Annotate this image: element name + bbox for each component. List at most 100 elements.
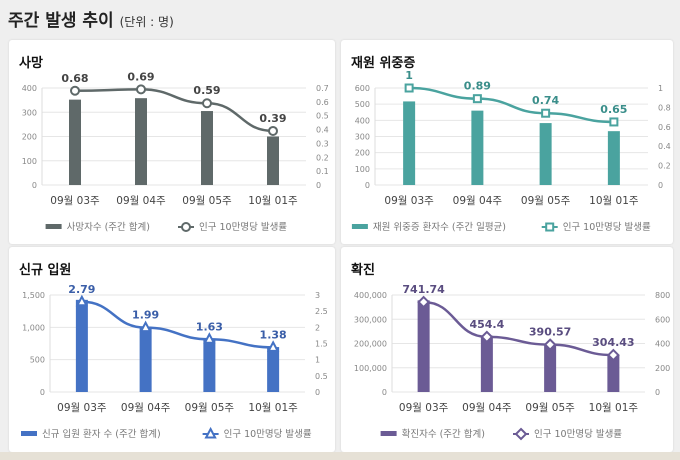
x-axis-tick-label: 10월 01주 [248, 195, 298, 207]
left-axis-tick-label: 400 [355, 116, 370, 125]
left-axis-tick-label: 300 [22, 108, 37, 117]
legend-bar-label: 재원 위중증 환자수 (주간 일평균) [373, 221, 506, 233]
square-marker-icon [541, 108, 551, 118]
left-axis-tick-label: 1,000 [22, 323, 45, 332]
triangle-marker-icon [75, 294, 89, 307]
left-axis-tick-label: 300 [355, 133, 370, 142]
x-axis-tick-label: 10월 01주 [589, 195, 639, 207]
right-axis-tick-label: 0.3 [316, 139, 329, 148]
card-title: 사망 [19, 56, 43, 71]
bar [135, 98, 147, 185]
legend-triangle-marker-icon [204, 426, 217, 439]
x-axis-tick-label: 09월 04주 [462, 402, 512, 414]
legend-diamond-marker-icon [514, 427, 528, 441]
x-axis-tick-label: 09월 04주 [116, 195, 166, 207]
chart-svg: 0 100 200 300 400 0 0.1 0.2 0.3 0.4 0.5 0.6 0.7 09월 0… [22, 70, 329, 233]
bar [69, 99, 81, 185]
diamond-marker-icon [606, 348, 620, 362]
page-title: 주간 발생 추이 (단위 : 명) [8, 6, 174, 31]
right-axis-tick-label: 1.5 [315, 340, 328, 349]
right-axis-tick-label: 0.5 [315, 372, 328, 381]
right-axis-tick-label: 0.5 [316, 112, 329, 121]
circle-marker-icon [70, 85, 80, 96]
data-label: 454.4 [469, 318, 504, 331]
diamond-marker-icon [417, 295, 431, 309]
card-title: 확진 [351, 263, 375, 278]
circle-marker-icon [136, 84, 146, 95]
data-label: 0.39 [259, 112, 286, 125]
legend-bar-label: 사망자수 (주간 합계) [67, 221, 150, 233]
x-axis-tick-label: 10월 01주 [248, 402, 298, 414]
x-axis-tick-label: 09월 03주 [57, 402, 107, 414]
right-axis-tick-label: 0 [315, 388, 320, 397]
right-axis-tick-label: 400 [655, 340, 670, 349]
chart-card-critical: 재원 위중증 0 100 200 300 400 500 600 0 0.2 0.4 0.6 0.8 1 0… [341, 40, 673, 244]
legend-line-label: 인구 10만명당 발생률 [199, 222, 287, 233]
left-axis-tick-label: 300,000 [354, 315, 387, 324]
x-axis-tick-label: 09월 04주 [121, 402, 171, 414]
legend-bar-swatch-icon [351, 224, 368, 229]
legend-bar-label: 확진자수 (주간 합계) [402, 428, 485, 440]
bar [403, 101, 416, 185]
legend-bar-swatch-icon [380, 431, 397, 436]
square-marker-icon [609, 117, 619, 127]
rate-line [81, 300, 274, 349]
rate-line [423, 300, 614, 357]
left-axis-tick-label: 600 [355, 84, 370, 93]
chart-svg: 0 100,000 200,000 300,000 400,000 0 200 400 600 8… [354, 283, 670, 441]
left-axis-tick-label: 500 [30, 356, 45, 365]
bar [607, 131, 620, 185]
triangle-marker-icon [266, 340, 280, 352]
right-axis-tick-label: 0.6 [658, 123, 671, 132]
left-axis-tick-label: 500 [355, 100, 370, 109]
right-axis-tick-label: 0 [655, 388, 660, 397]
right-axis-tick-label: 0.6 [316, 98, 329, 107]
bar [267, 347, 280, 392]
data-label: 390.57 [529, 326, 571, 339]
data-label: 741.74 [402, 283, 445, 296]
triangle-marker-icon [203, 332, 216, 344]
bar [480, 335, 493, 392]
diamond-marker-icon [480, 330, 494, 344]
legend-line-label: 인구 10만명당 발생률 [534, 429, 622, 440]
legend-square-marker-icon [545, 222, 555, 232]
left-axis-tick-label: 200 [22, 133, 37, 142]
x-axis-tick-label: 09월 05주 [185, 402, 235, 414]
left-axis-tick-label: 400 [22, 84, 37, 93]
right-axis-tick-label: 800 [655, 291, 670, 300]
right-axis-tick-label: 0.4 [658, 142, 671, 151]
chart-card-deaths: 사망 0 100 200 300 400 0 0.1 0.2 0.3 0.4 0.5 0.6 0.7 09월… [9, 40, 335, 244]
bar [203, 338, 216, 392]
card-title: 신규 입원 [19, 263, 72, 278]
x-axis-tick-label: 09월 03주 [50, 195, 100, 207]
diamond-marker-icon [543, 338, 557, 352]
legend-bar-swatch-icon [45, 224, 62, 229]
square-marker-icon [404, 83, 414, 93]
data-label: 0.74 [532, 94, 559, 107]
right-axis-tick-label: 0.8 [658, 103, 671, 112]
data-label: 1.38 [260, 328, 287, 341]
bar [417, 300, 430, 392]
right-axis-tick-label: 0.7 [316, 84, 329, 93]
data-label: 1 [405, 69, 413, 82]
right-axis-tick-label: 2 [315, 323, 320, 332]
x-axis-tick-label: 09월 03주 [384, 195, 434, 207]
data-label: 0.69 [127, 70, 154, 83]
x-axis-tick-label: 10월 01주 [589, 402, 639, 414]
data-label: 2.79 [68, 283, 95, 296]
data-label: 1.63 [196, 320, 223, 333]
bar [539, 123, 552, 185]
left-axis-tick-label: 100,000 [354, 364, 387, 373]
triangle-marker-icon [139, 320, 152, 333]
square-marker-icon [472, 94, 482, 104]
data-label: 0.68 [61, 72, 88, 85]
left-axis-tick-label: 1,500 [22, 291, 45, 300]
right-axis-tick-label: 2.5 [315, 307, 328, 316]
x-axis-tick-label: 09월 03주 [399, 402, 449, 414]
left-axis-tick-label: 0 [382, 388, 387, 397]
right-axis-tick-label: 0.4 [316, 126, 329, 135]
left-axis-tick-label: 0 [32, 181, 37, 190]
bar [75, 299, 88, 392]
left-axis-tick-label: 400,000 [354, 291, 387, 300]
legend-circle-marker-icon [181, 222, 191, 232]
